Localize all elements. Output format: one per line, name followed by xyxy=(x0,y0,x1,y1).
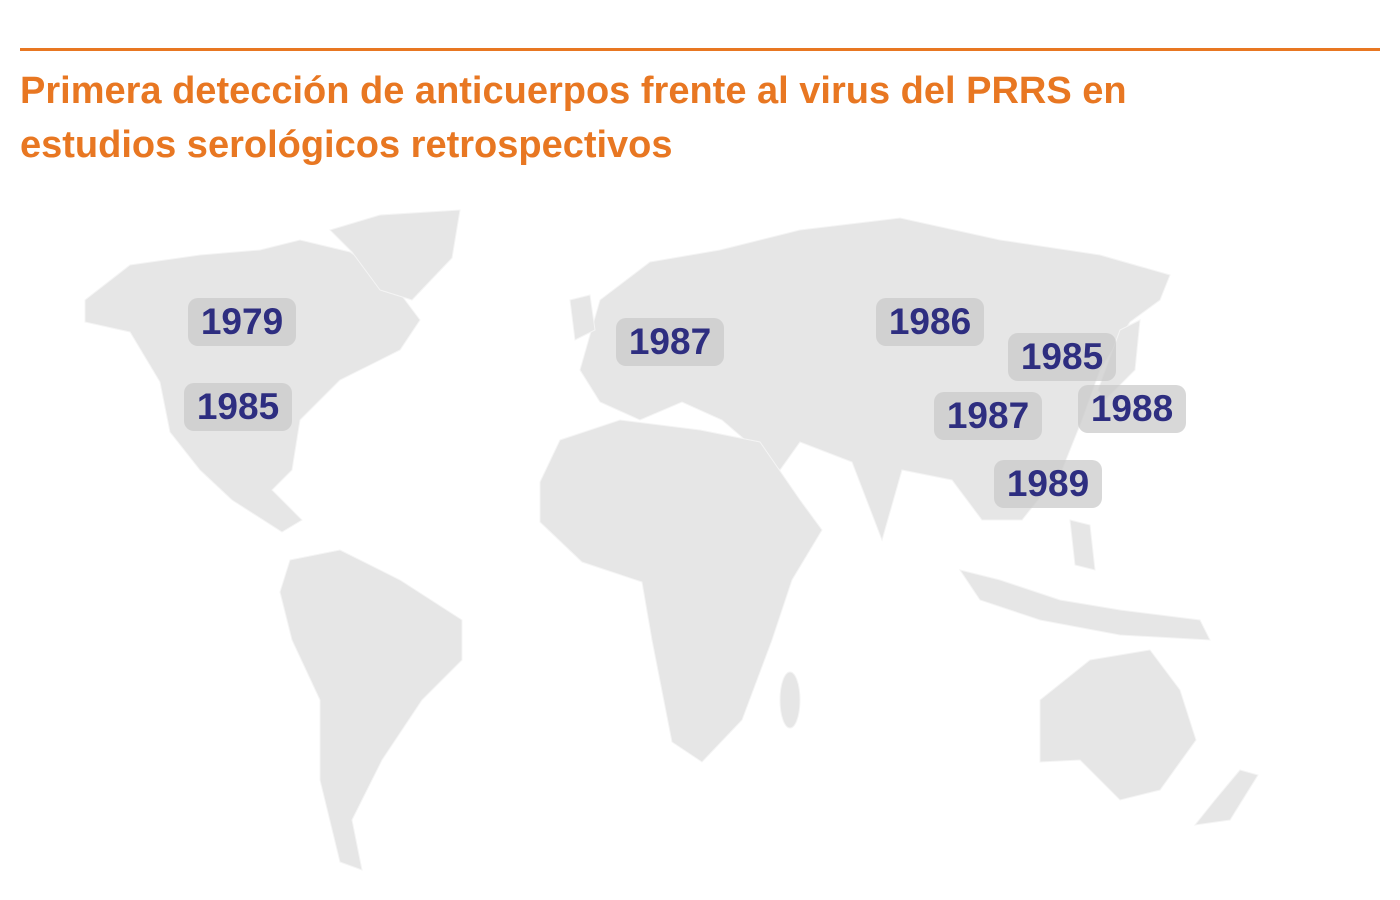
madagascar xyxy=(779,671,801,729)
year-label: 1985 xyxy=(197,386,279,427)
uk xyxy=(569,294,596,341)
header-rule xyxy=(20,48,1380,51)
year-label: 1988 xyxy=(1091,388,1173,429)
label-background xyxy=(876,298,984,346)
year-label: 1979 xyxy=(201,301,283,342)
year-label: 1987 xyxy=(947,395,1029,436)
label-background xyxy=(1078,385,1186,433)
year-label: 1985 xyxy=(1021,336,1103,377)
label-background xyxy=(994,460,1102,508)
label-background xyxy=(184,383,292,431)
australia xyxy=(1039,649,1197,801)
greenland xyxy=(329,209,461,301)
year-label: 1989 xyxy=(1007,463,1089,504)
philippines xyxy=(1069,519,1096,571)
year-label: 1986 xyxy=(889,301,971,342)
label-background xyxy=(934,392,1042,440)
label-background xyxy=(616,318,724,366)
year-label: 1987 xyxy=(629,321,711,362)
title: Primera detección de anticuerpos frente … xyxy=(20,70,1127,166)
label-background xyxy=(188,298,296,346)
south-america xyxy=(279,549,463,871)
indonesia xyxy=(958,569,1211,641)
label-background xyxy=(1008,333,1116,381)
africa xyxy=(539,419,823,763)
new-zealand xyxy=(1193,769,1259,826)
